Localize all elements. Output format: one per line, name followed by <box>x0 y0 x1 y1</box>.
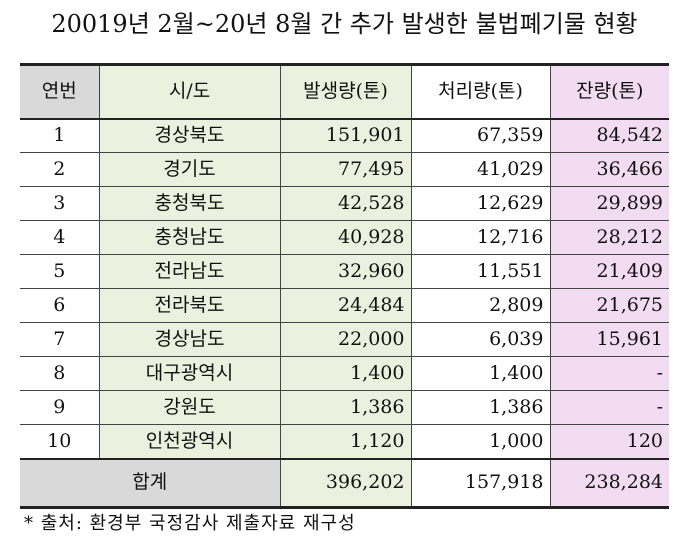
cell-generated: 1,400 <box>279 356 412 391</box>
cell-no: 7 <box>20 322 100 357</box>
table-row: 8 대구광역시 1,400 1,400- <box>20 356 669 391</box>
cell-remaining: 36,466 <box>549 152 669 187</box>
cell-no: 10 <box>20 424 100 459</box>
cell-processed: 67,359 <box>410 118 551 153</box>
cell-no: 2 <box>20 152 100 187</box>
cell-processed: 1,386 <box>410 390 551 425</box>
total-row: 합계 396,202 157,918 238,284 <box>20 457 669 509</box>
cell-region: 대구광역시 <box>98 356 281 391</box>
cell-region: 전라남도 <box>98 254 281 289</box>
cell-processed: 12,716 <box>410 220 551 255</box>
cell-processed: 41,029 <box>410 152 551 187</box>
source-note: * 출처: 환경부 국정감사 제출자료 재구성 <box>24 513 356 534</box>
table-row: 10 인천광역시 1,120 1,000 120 <box>20 424 669 459</box>
cell-no: 5 <box>20 254 100 289</box>
cell-no: 6 <box>20 288 100 323</box>
total-generated: 396,202 <box>279 457 412 509</box>
cell-generated: 1,120 <box>279 424 412 459</box>
header-region: 시/도 <box>98 63 281 120</box>
cell-no: 3 <box>20 186 100 221</box>
cell-region: 경상남도 <box>98 322 281 357</box>
cell-generated: 1,386 <box>279 390 412 425</box>
total-label: 합계 <box>20 457 281 509</box>
table-header-row: 연번 시/도 발생량(톤) 처리량(톤) 잔량(톤) <box>20 63 669 120</box>
table-row: 5 전라남도 32,960 11,551 21,409 <box>20 254 669 289</box>
cell-generated: 42,528 <box>279 186 412 221</box>
cell-processed: 1,400 <box>410 356 551 391</box>
header-no: 연번 <box>20 63 100 120</box>
cell-generated: 40,928 <box>279 220 412 255</box>
cell-region: 전라북도 <box>98 288 281 323</box>
cell-remaining: - <box>549 356 669 391</box>
cell-region: 강원도 <box>98 390 281 425</box>
cell-processed: 11,551 <box>410 254 551 289</box>
cell-generated: 151,901 <box>279 118 412 153</box>
cell-remaining: 15,961 <box>549 322 669 357</box>
cell-no: 4 <box>20 220 100 255</box>
cell-region: 충청북도 <box>98 186 281 221</box>
table-row: 6 전라북도 24,484 2,809 21,675 <box>20 288 669 323</box>
cell-remaining: - <box>549 390 669 425</box>
cell-generated: 32,960 <box>279 254 412 289</box>
table-row: 9 강원도 1,386 1,386- <box>20 390 669 425</box>
cell-remaining: 29,899 <box>549 186 669 221</box>
cell-no: 8 <box>20 356 100 391</box>
cell-region: 경기도 <box>98 152 281 187</box>
cell-generated: 24,484 <box>279 288 412 323</box>
table-row: 2 경기도 77,495 41,029 36,466 <box>20 152 669 187</box>
illegal-waste-table: 연번 시/도 발생량(톤) 처리량(톤) 잔량(톤) 1 경상북도 151,901 6… <box>20 63 669 509</box>
cell-region: 인천광역시 <box>98 424 281 459</box>
table-row: 3 충청북도 42,528 12,629 29,899 <box>20 186 669 221</box>
cell-generated: 22,000 <box>279 322 412 357</box>
cell-remaining: 28,212 <box>549 220 669 255</box>
cell-no: 9 <box>20 390 100 425</box>
table-row: 7 경상남도 22,000 6,039 15,961 <box>20 322 669 357</box>
cell-processed: 1,000 <box>410 424 551 459</box>
cell-processed: 6,039 <box>410 322 551 357</box>
header-remaining: 잔량(톤) <box>549 63 669 120</box>
cell-remaining: 84,542 <box>549 118 669 153</box>
total-remaining: 238,284 <box>549 457 669 509</box>
cell-generated: 77,495 <box>279 152 412 187</box>
cell-processed: 12,629 <box>410 186 551 221</box>
total-processed: 157,918 <box>410 457 551 509</box>
page-title: 20019년 2월~20년 8월 간 추가 발생한 불법폐기물 현황 <box>51 10 638 38</box>
header-processed: 처리량(톤) <box>410 63 551 120</box>
cell-no: 1 <box>20 118 100 153</box>
cell-remaining: 120 <box>549 424 669 459</box>
table-row: 1 경상북도 151,901 67,359 84,542 <box>20 118 669 153</box>
cell-region: 충청남도 <box>98 220 281 255</box>
cell-region: 경상북도 <box>98 118 281 153</box>
table-row: 4 충청남도 40,928 12,716 28,212 <box>20 220 669 255</box>
header-generated: 발생량(톤) <box>279 63 412 120</box>
cell-processed: 2,809 <box>410 288 551 323</box>
cell-remaining: 21,409 <box>549 254 669 289</box>
cell-remaining: 21,675 <box>549 288 669 323</box>
